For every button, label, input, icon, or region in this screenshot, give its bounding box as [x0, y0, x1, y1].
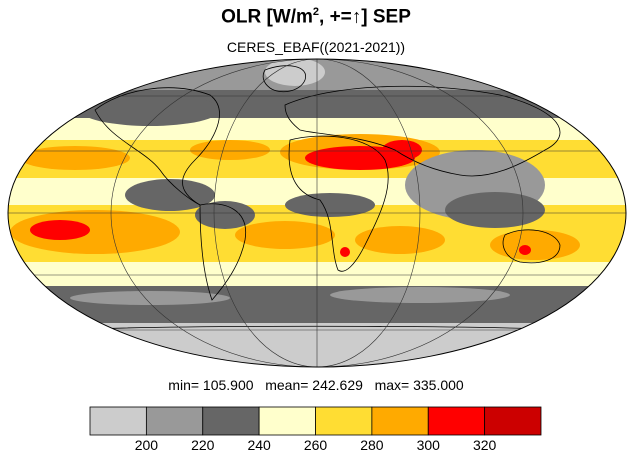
antarctica-coast	[59, 325, 576, 331]
indonesia-dark	[445, 192, 545, 228]
stat-mean: 242.629	[312, 377, 363, 393]
central-africa-dark	[285, 193, 375, 217]
map-field	[8, 59, 626, 367]
australia-coast	[502, 229, 561, 264]
colorbar-tick-label: 220	[191, 437, 215, 453]
map-outline	[7, 58, 627, 368]
colorbar-tick-label: 200	[134, 437, 159, 453]
south-atlantic-orange	[235, 221, 335, 249]
figure-subtitle: CERES_EBAF((2021-2021))	[226, 39, 406, 55]
colorbar-tick-label: 240	[247, 437, 271, 453]
arabia-red	[382, 140, 422, 160]
arctic-light	[265, 59, 325, 86]
north-pacific-orange	[20, 146, 130, 170]
stat-min: 105.900	[202, 377, 254, 393]
north-america-coast	[94, 87, 220, 206]
figure-title: OLR [W/m2, +=↑] SEP	[221, 6, 411, 28]
australia-orange	[490, 230, 580, 260]
africa-coast	[288, 135, 389, 272]
southern-ocean-mid	[330, 287, 510, 303]
colorbar-tick-label: 260	[303, 437, 328, 453]
colorbar-tick-label: 300	[416, 437, 440, 453]
south-america-coast	[199, 203, 247, 301]
central-america-dark	[125, 179, 215, 211]
south-indian-orange	[355, 226, 445, 254]
meridian	[213, 59, 421, 367]
south-pacific-red	[30, 220, 90, 240]
australia-red	[519, 245, 531, 255]
band-south-polar	[8, 320, 626, 367]
eurasia-coast	[284, 85, 561, 177]
colorbar-tick-label: 280	[360, 437, 384, 453]
coastlines	[59, 65, 576, 331]
north-atlantic-orange	[190, 140, 270, 160]
amazon-dark	[195, 201, 255, 229]
southern-ocean-mid-2	[70, 291, 230, 305]
namibia-red	[340, 247, 350, 257]
stats-line: min= 105.900 mean= 242.629 max= 335.000	[168, 377, 464, 393]
stat-max: 335.000	[413, 377, 464, 393]
meridian	[110, 59, 524, 367]
band-south-pale	[8, 262, 626, 286]
colorbar-tick-label: 320	[472, 437, 497, 453]
greenland-coast	[262, 65, 306, 93]
north-america-dark	[80, 94, 220, 126]
